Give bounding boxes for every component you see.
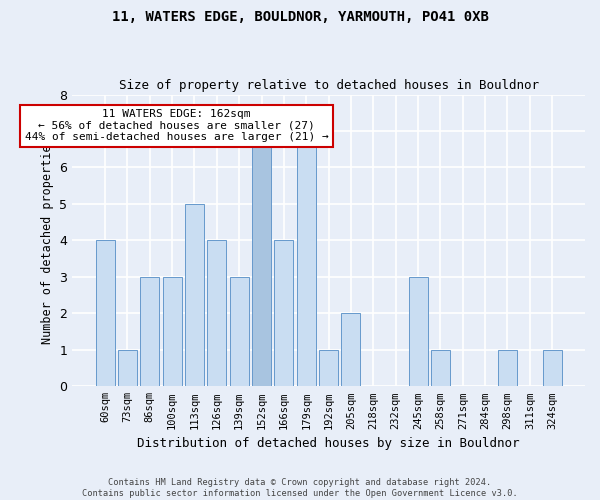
Bar xyxy=(185,204,204,386)
Bar xyxy=(297,131,316,386)
Y-axis label: Number of detached properties: Number of detached properties xyxy=(41,137,54,344)
Bar xyxy=(542,350,562,387)
Text: 11 WATERS EDGE: 162sqm
← 56% of detached houses are smaller (27)
44% of semi-det: 11 WATERS EDGE: 162sqm ← 56% of detached… xyxy=(25,109,328,142)
Bar xyxy=(163,277,182,386)
Bar xyxy=(409,277,428,386)
Bar xyxy=(274,240,293,386)
Bar xyxy=(431,350,450,387)
Bar xyxy=(341,314,361,386)
Title: Size of property relative to detached houses in Bouldnor: Size of property relative to detached ho… xyxy=(119,79,539,92)
Text: 11, WATERS EDGE, BOULDNOR, YARMOUTH, PO41 0XB: 11, WATERS EDGE, BOULDNOR, YARMOUTH, PO4… xyxy=(112,10,488,24)
Bar xyxy=(230,277,248,386)
Text: Contains HM Land Registry data © Crown copyright and database right 2024.
Contai: Contains HM Land Registry data © Crown c… xyxy=(82,478,518,498)
X-axis label: Distribution of detached houses by size in Bouldnor: Distribution of detached houses by size … xyxy=(137,437,520,450)
Bar xyxy=(140,277,159,386)
Bar xyxy=(252,131,271,386)
Bar xyxy=(319,350,338,387)
Bar xyxy=(208,240,226,386)
Bar xyxy=(498,350,517,387)
Bar xyxy=(95,240,115,386)
Bar xyxy=(118,350,137,387)
